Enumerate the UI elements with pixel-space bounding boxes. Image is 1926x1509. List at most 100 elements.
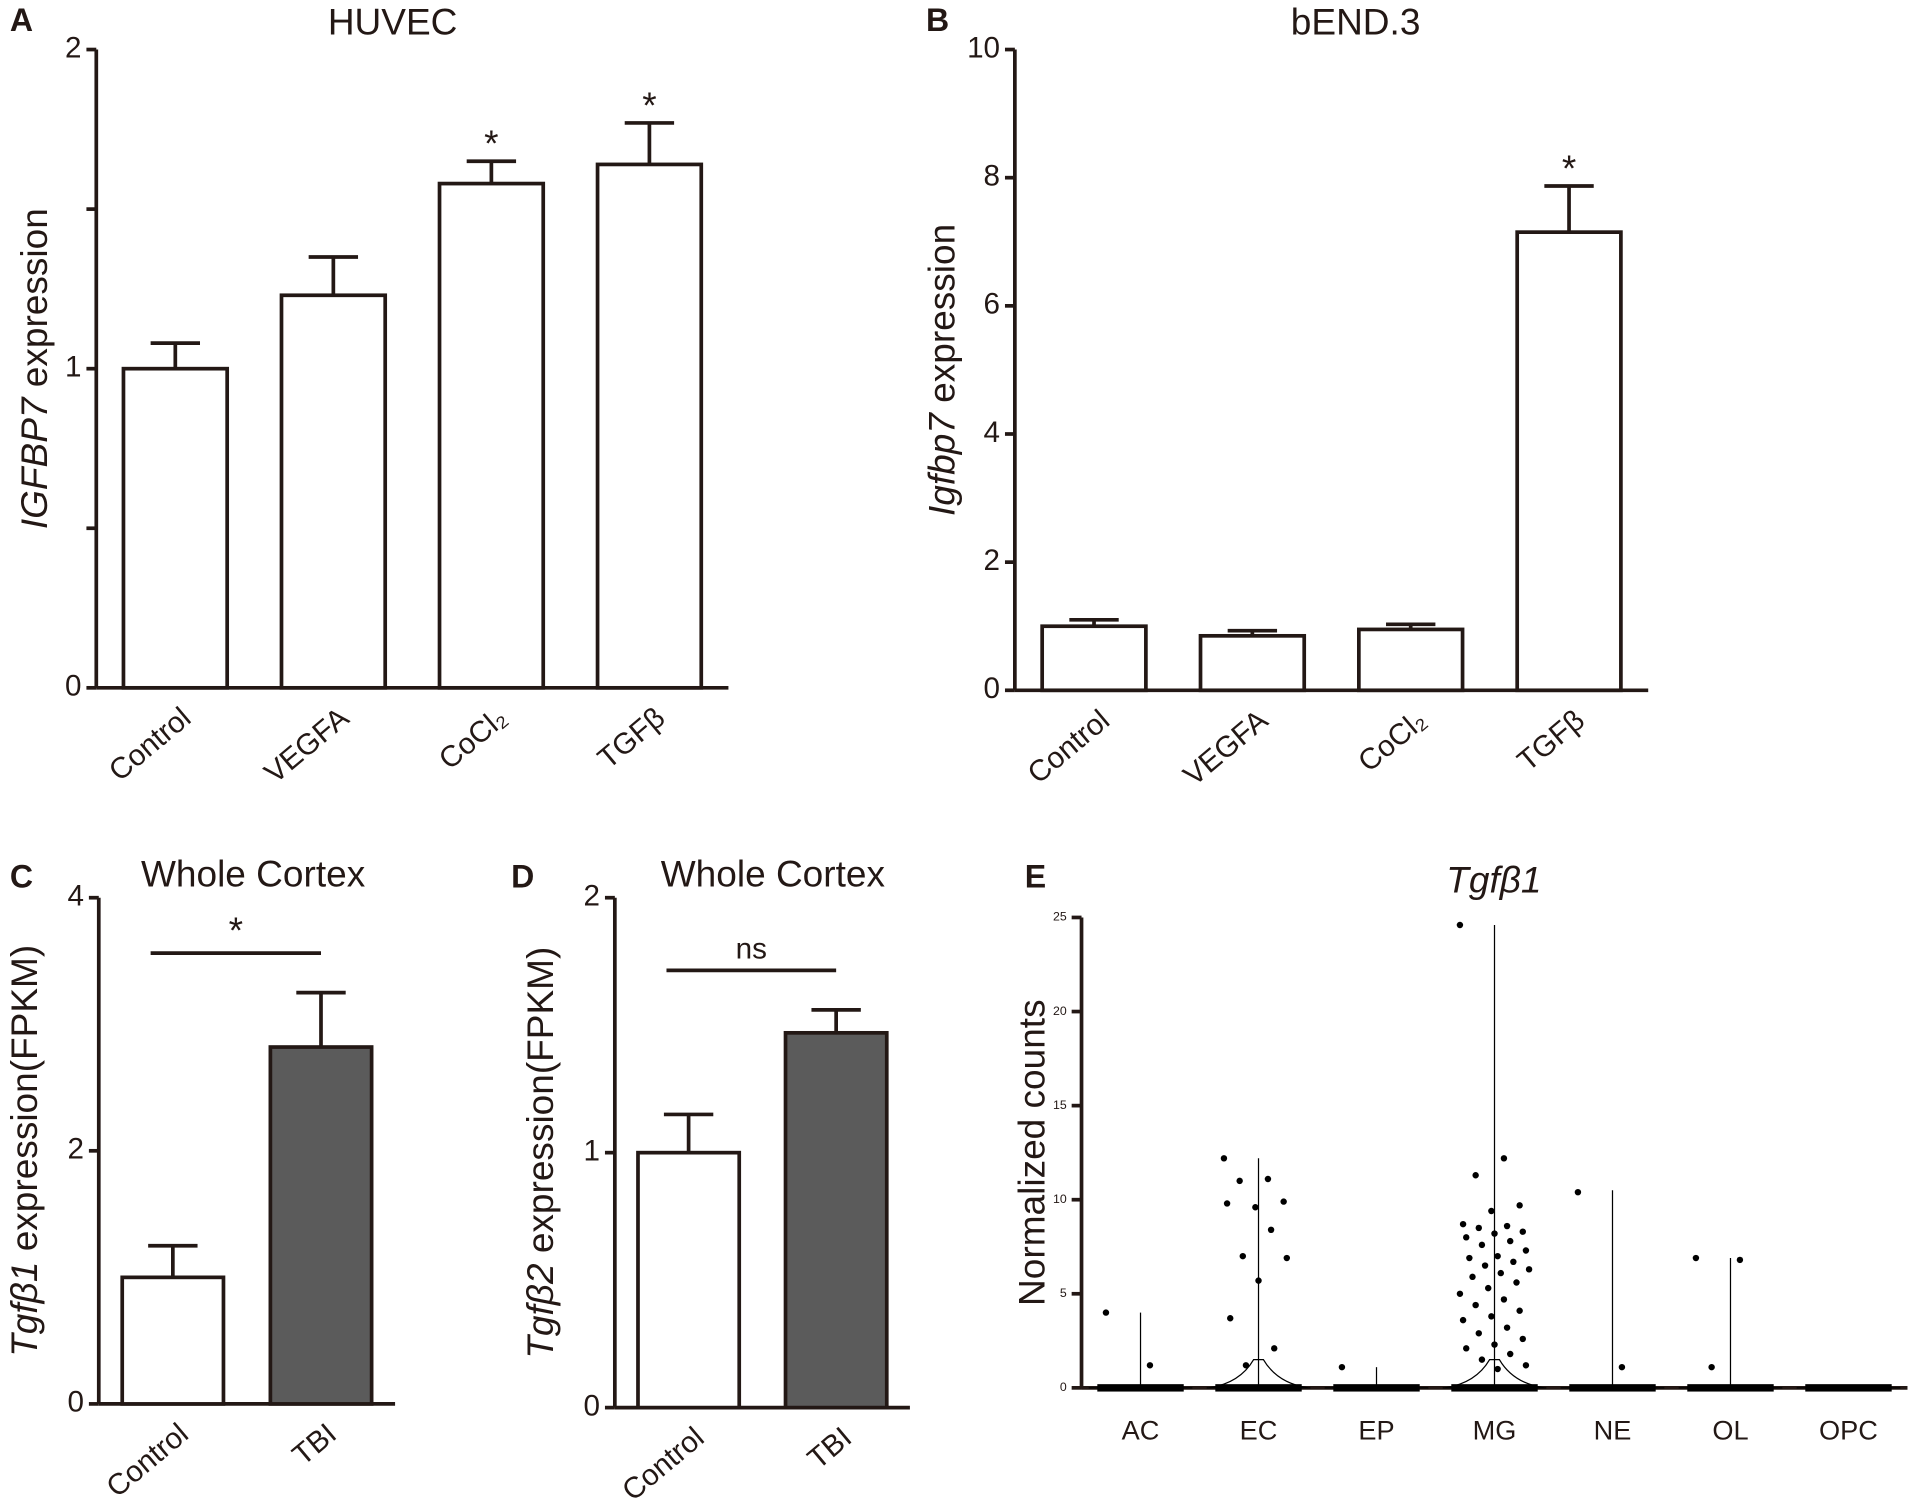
data-point: [1478, 1241, 1486, 1249]
data-point: [1146, 1362, 1154, 1369]
data-point: [1692, 1254, 1700, 1262]
data-point: [1242, 1362, 1250, 1369]
data-point: [1252, 1204, 1259, 1211]
x-tick-label: CoCl₂: [1352, 704, 1432, 779]
data-point: [1267, 1226, 1275, 1234]
data-point: [1708, 1363, 1715, 1371]
data-point: [1236, 1177, 1243, 1185]
data-point: [1503, 1324, 1511, 1331]
x-tick-label: MG: [1473, 1414, 1517, 1445]
data-point: [1513, 1279, 1520, 1286]
data-point: [1338, 1363, 1346, 1371]
y-axis-label-gene: Tgfβ1: [3, 1262, 45, 1357]
data-point: [1239, 1252, 1247, 1260]
bar: [595, 162, 704, 690]
bar: [279, 293, 388, 690]
significance-mark: *: [484, 122, 498, 164]
bar: [268, 1045, 374, 1406]
x-tick-label: TBI: [801, 1421, 858, 1476]
x-tick-label: CoCl₂: [433, 701, 513, 776]
significance-label: ns: [736, 932, 767, 965]
data-point: [1478, 1356, 1486, 1363]
y-axis-label: IGFBP7 expression: [13, 208, 55, 529]
data-point: [1481, 1262, 1489, 1269]
y-tick-label: 0: [65, 670, 81, 703]
data-point: [1223, 1200, 1231, 1207]
y-tick-label: 0: [67, 1386, 83, 1419]
data-point: [1494, 1252, 1501, 1260]
bar: [437, 181, 546, 690]
panel-label: C: [10, 859, 33, 895]
significance-mark: *: [642, 84, 656, 126]
y-tick-label: 2: [65, 31, 81, 64]
data-point: [1500, 1296, 1508, 1303]
y-tick-label: 15: [1053, 1098, 1067, 1112]
x-tick-label: TGFβ: [1511, 704, 1591, 778]
y-tick-label: 10: [1053, 1192, 1067, 1206]
data-point: [1522, 1362, 1530, 1369]
data-point: [1475, 1224, 1482, 1232]
chart-title: Whole Cortex: [141, 853, 366, 895]
significance-mark: *: [1562, 147, 1576, 189]
x-tick-label: TBI: [286, 1417, 343, 1472]
data-point: [1519, 1335, 1526, 1343]
y-axis-label-gene: Igfbp7: [920, 412, 962, 516]
y-axis-label-text: expression(FPKM): [3, 945, 45, 1251]
x-tick-label: VEGFA: [1177, 703, 1274, 792]
y-tick-label: 10: [967, 31, 1000, 64]
data-point: [1280, 1198, 1287, 1205]
x-tick-label: OPC: [1819, 1414, 1878, 1445]
data-point: [1264, 1175, 1272, 1183]
data-point: [1227, 1315, 1234, 1322]
data-point: [1491, 1230, 1498, 1237]
y-axis-label-text: expression(FPKM): [519, 947, 561, 1253]
panel-label: B: [926, 2, 949, 38]
y-tick-label: 25: [1053, 910, 1067, 924]
y-axis-label: Tgfβ1 expression(FPKM): [3, 945, 45, 1357]
x-tick-label: Control: [1022, 704, 1116, 791]
x-tick-label: EC: [1240, 1414, 1278, 1445]
data-point: [1472, 1172, 1479, 1179]
data-point: [1507, 1350, 1514, 1358]
data-point: [1271, 1345, 1278, 1352]
x-tick-label: Control: [100, 1417, 194, 1504]
data-point: [1475, 1330, 1482, 1337]
y-tick-label: 2: [984, 544, 1000, 577]
y-tick-label: 4: [67, 880, 83, 913]
y-tick-label: 0: [984, 672, 1000, 705]
x-tick-label: NE: [1594, 1414, 1632, 1445]
x-tick-label: TGFβ: [592, 701, 672, 775]
data-point: [1488, 1207, 1495, 1215]
bar: [121, 366, 230, 690]
data-point: [1503, 1222, 1511, 1230]
data-point: [1255, 1277, 1262, 1284]
data-point: [1516, 1202, 1523, 1209]
data-point: [1574, 1188, 1582, 1196]
bar: [783, 1030, 889, 1410]
data-point: [1519, 1228, 1526, 1235]
data-point: [1736, 1256, 1744, 1264]
bar: [120, 1275, 226, 1406]
data-point: [1494, 1365, 1501, 1373]
bar: [1356, 627, 1465, 693]
data-point: [1469, 1273, 1476, 1281]
y-axis-label-gene: Tgfβ2: [519, 1263, 561, 1359]
y-tick-label: 6: [984, 288, 1000, 321]
data-point: [1283, 1254, 1291, 1262]
data-point: [1497, 1269, 1504, 1277]
data-point: [1491, 1341, 1498, 1348]
data-point: [1472, 1301, 1479, 1309]
data-point: [1463, 1234, 1470, 1241]
data-point: [1463, 1345, 1470, 1352]
y-tick-label: 2: [584, 880, 600, 913]
y-axis-label-text: expression: [13, 208, 55, 387]
panel-label: D: [511, 859, 534, 895]
bar: [1515, 230, 1623, 693]
panel-label: A: [10, 2, 33, 38]
chart-title: HUVEC: [328, 1, 458, 43]
y-axis-label-text: expression: [920, 224, 962, 403]
chart-title: bEND.3: [1291, 1, 1421, 43]
bar: [636, 1150, 742, 1410]
